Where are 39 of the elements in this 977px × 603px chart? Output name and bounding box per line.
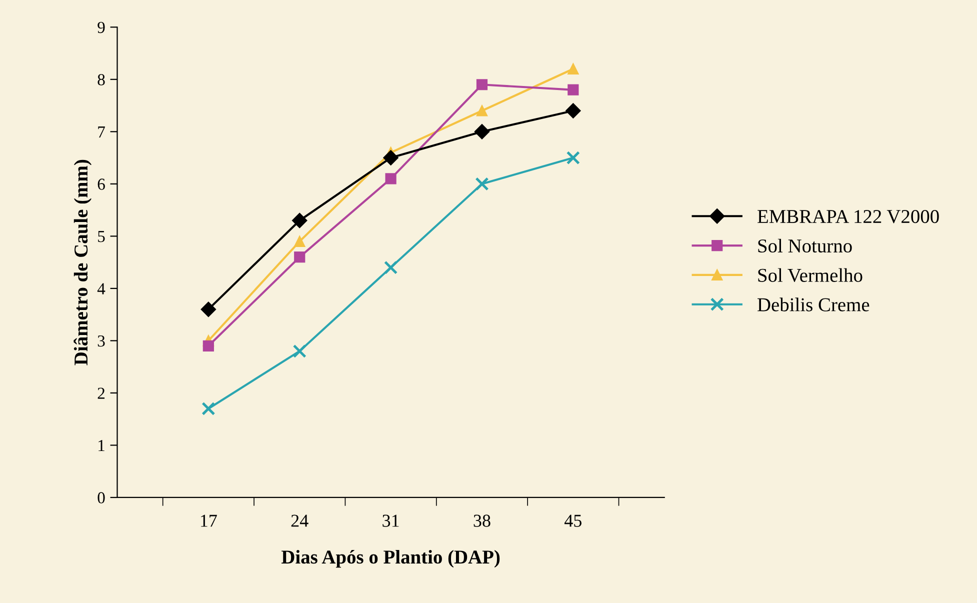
- legend-label: Sol Noturno: [758, 238, 852, 253]
- point: [384, 260, 398, 274]
- y-tick-label: 1: [98, 440, 104, 451]
- point: [294, 236, 306, 247]
- point: [202, 340, 214, 352]
- legend-label: Sol Vermelho: [758, 268, 862, 282]
- point: [294, 252, 306, 263]
- point: [476, 105, 488, 116]
- point: [566, 103, 581, 118]
- y-tick-label: 0: [98, 492, 105, 504]
- y-tick-label: 9: [98, 22, 105, 34]
- point: [568, 84, 579, 96]
- point: [200, 302, 216, 317]
- y-tick-label: 3: [98, 335, 105, 347]
- y-tick-label: 7: [98, 126, 105, 138]
- legend-label: Debilis Creme: [758, 298, 870, 312]
- y-tick-label: 6: [98, 178, 105, 190]
- x-tick-label: 45: [564, 514, 582, 527]
- point: [568, 63, 579, 74]
- point: [383, 150, 398, 166]
- y-axis-title: Diâmetro de Caule (mm): [74, 160, 92, 366]
- point: [475, 177, 489, 191]
- point: [385, 173, 396, 184]
- x-tick-label: 31: [382, 514, 399, 527]
- legend-label: EMBRAPA 122 V2000: [758, 210, 939, 224]
- x-tick-label: 24: [291, 514, 308, 527]
- point: [566, 150, 580, 165]
- point: [474, 124, 490, 140]
- y-tick-label: 5: [98, 231, 105, 242]
- point: [202, 402, 216, 416]
- point: [292, 212, 308, 228]
- point: [476, 79, 488, 90]
- y-tick-label: 2: [98, 388, 105, 399]
- y-tick-label: 4: [97, 283, 106, 294]
- y-tick-label: 8: [98, 74, 105, 86]
- x-axis-title: Dias Após o Plantio (DAP): [281, 550, 500, 568]
- point: [292, 344, 306, 358]
- x-tick-label: 38: [474, 514, 490, 527]
- x-tick-label: 17: [200, 514, 217, 527]
